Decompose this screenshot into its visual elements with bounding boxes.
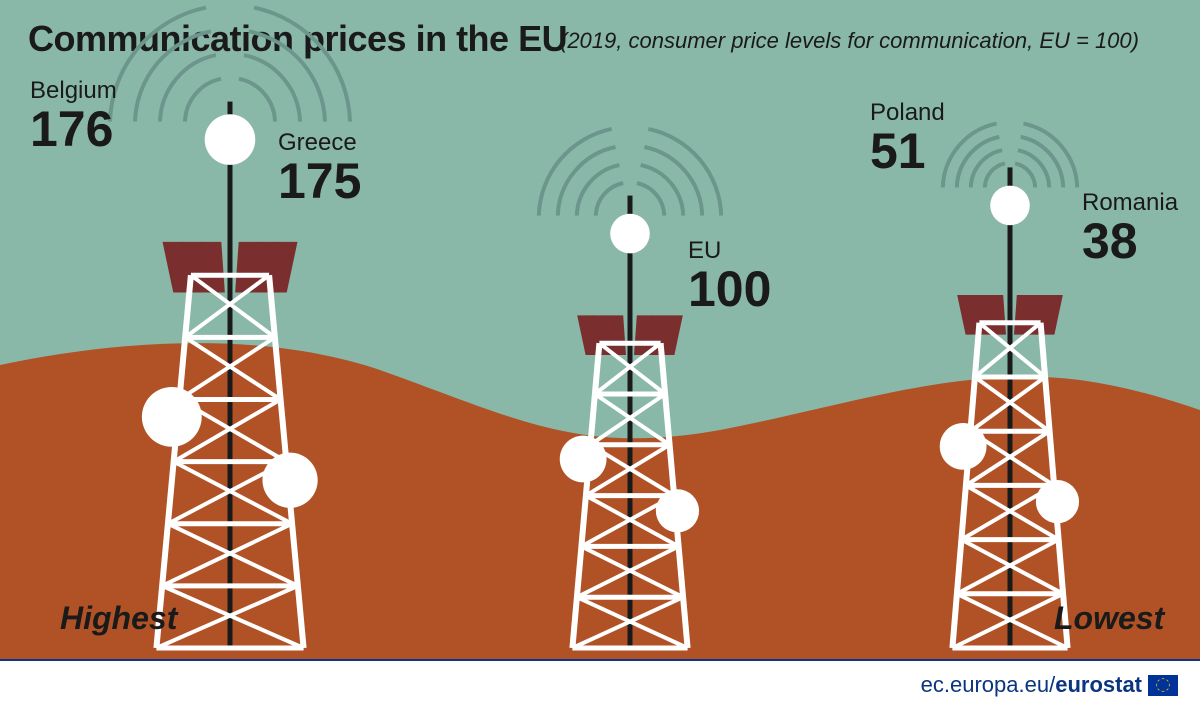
price-label: Belgium176 [30, 78, 117, 156]
price-value: 176 [30, 103, 117, 156]
footer-url-prefix: ec.europa.eu/ [921, 672, 1056, 698]
price-label: Greece175 [278, 130, 361, 208]
price-value: 175 [278, 155, 361, 208]
category-label-highest: Highest [60, 600, 177, 637]
tower-lowest [920, 158, 1100, 653]
infographic-canvas: Communication prices in the EU (2019, co… [0, 0, 1200, 709]
price-value: 100 [688, 263, 771, 316]
country-name: EU [688, 238, 771, 263]
price-value: 38 [1082, 215, 1178, 268]
page-subtitle: (2019, consumer price levels for communi… [560, 28, 1139, 54]
footer-brand: eurostat [1055, 672, 1142, 698]
country-name: Belgium [30, 78, 117, 103]
category-label-lowest: Lowest [1054, 600, 1164, 637]
price-label: EU100 [688, 238, 771, 316]
country-name: Poland [870, 100, 945, 125]
country-name: Greece [278, 130, 361, 155]
eu-flag-icon [1148, 675, 1178, 696]
price-value: 51 [870, 125, 945, 178]
price-label: Romania38 [1082, 190, 1178, 268]
footer: ec.europa.eu/eurostat [0, 659, 1200, 709]
price-label: Poland51 [870, 100, 945, 178]
country-name: Romania [1082, 190, 1178, 215]
